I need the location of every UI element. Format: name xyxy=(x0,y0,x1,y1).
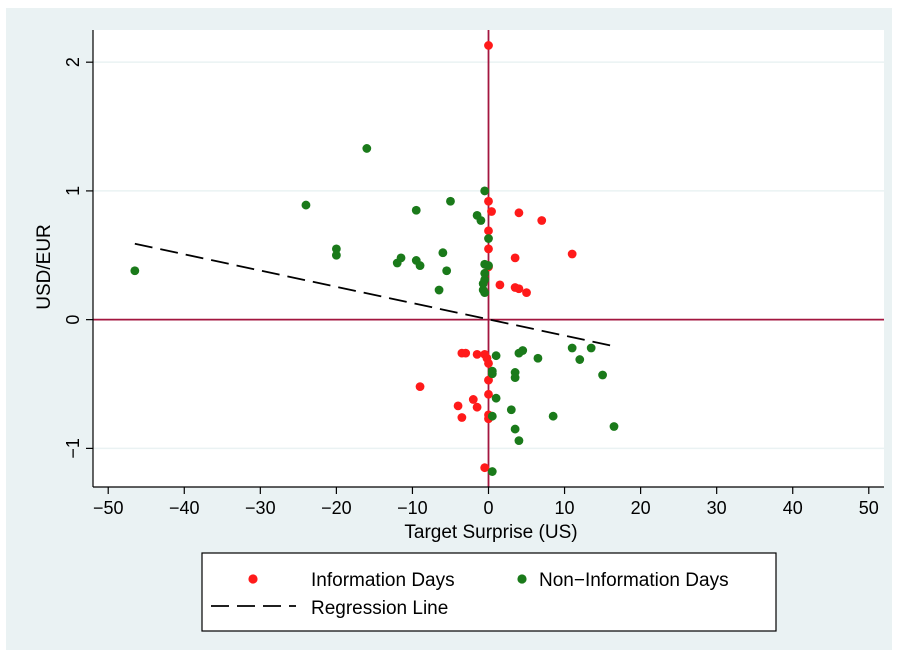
information-day-point-1 xyxy=(484,196,493,206)
information-day-point-7 xyxy=(567,249,577,259)
x-tick-label-2: −30 xyxy=(245,498,276,518)
non-information-day-point-24 xyxy=(478,285,488,295)
legend-box xyxy=(201,552,777,632)
regression-line xyxy=(134,242,611,347)
information-day-point-25 xyxy=(472,402,482,412)
legend-non-information-days-marker xyxy=(517,574,527,584)
information-day-point-20 xyxy=(484,375,493,385)
non-information-day-point-37 xyxy=(491,393,501,403)
non-information-day-point-31 xyxy=(575,355,585,364)
non-information-day-point-42 xyxy=(609,422,619,431)
y-tick-label-1: 0 xyxy=(63,315,83,325)
non-information-day-point-21 xyxy=(478,279,488,289)
information-day-point-27 xyxy=(457,413,467,422)
non-information-day-point-30 xyxy=(533,353,543,363)
information-day-point-10 xyxy=(495,280,505,290)
legend-regression-line-label: Regression Line xyxy=(311,598,448,619)
y-tick-label-0: −1 xyxy=(63,438,83,459)
x-axis-label: Target Surprise (US) xyxy=(404,522,577,543)
y-axis-label: USD/EUR xyxy=(34,224,55,310)
legend-information-days-marker xyxy=(248,574,258,584)
x-tick-label-6: 10 xyxy=(555,498,575,518)
non-information-day-point-36 xyxy=(487,369,497,379)
regression-line-layer xyxy=(134,242,611,347)
non-information-day-point-0 xyxy=(362,144,372,153)
x-tick-label-5: 0 xyxy=(483,498,493,518)
non-information-day-point-3 xyxy=(446,196,455,206)
non-information-day-point-35 xyxy=(510,373,520,382)
legend: Information Days Non−Information Days Re… xyxy=(201,552,777,632)
non-information-day-point-28 xyxy=(514,348,524,358)
non-information-day-point-9 xyxy=(438,248,448,258)
x-tick-label-9: 40 xyxy=(783,498,803,518)
information-day-point-29 xyxy=(480,463,490,473)
non-information-day-point-7 xyxy=(484,234,493,243)
non-information-day-point-40 xyxy=(487,411,497,421)
non-information-day-point-17 xyxy=(480,268,490,278)
x-tick-label-8: 30 xyxy=(707,498,727,518)
non-information-day-point-19 xyxy=(130,266,140,276)
non-information-day-point-29 xyxy=(491,351,501,361)
y-tick-label-3: 2 xyxy=(63,57,83,67)
non-information-day-point-16 xyxy=(484,261,493,270)
information-day-point-23 xyxy=(468,395,478,404)
non-information-day-point-10 xyxy=(331,250,341,260)
non-information-day-point-41 xyxy=(510,424,520,434)
information-day-point-2 xyxy=(487,207,496,216)
non-information-day-point-38 xyxy=(506,405,516,415)
information-day-point-15 xyxy=(461,348,471,358)
y-tick-label-2: 1 xyxy=(63,186,83,196)
non-information-day-point-4 xyxy=(411,205,421,215)
information-day-point-24 xyxy=(453,401,463,411)
legend-non-information-days-label: Non−Information Days xyxy=(539,570,729,591)
legend-information-days-label: Information Days xyxy=(311,570,455,591)
information-day-point-13 xyxy=(522,288,531,298)
information-day-point-3 xyxy=(514,208,524,218)
non-information-day-point-8 xyxy=(331,244,341,254)
non-information-day-point-34 xyxy=(598,370,607,380)
non-information-day-point-43 xyxy=(514,436,524,446)
information-day-point-6 xyxy=(484,244,493,254)
non-information-day-point-44 xyxy=(487,467,497,476)
x-tick-label-7: 20 xyxy=(631,498,651,518)
information-day-point-21 xyxy=(415,382,425,391)
non-information-day-point-25 xyxy=(586,343,596,353)
information-day-point-5 xyxy=(484,226,493,236)
x-tick-label-10: 50 xyxy=(859,498,879,518)
non-information-day-point-2 xyxy=(301,200,311,210)
information-day-point-0 xyxy=(484,41,493,50)
non-information-day-point-22 xyxy=(434,285,444,295)
information-day-point-16 xyxy=(472,350,482,359)
x-tick-label-0: −50 xyxy=(93,498,124,518)
non-information-day-point-26 xyxy=(567,343,577,353)
non-information-day-point-18 xyxy=(442,266,452,276)
x-tick-label-3: −20 xyxy=(321,498,352,518)
non-information-day-point-14 xyxy=(415,261,425,270)
information-day-point-19 xyxy=(484,359,493,368)
information-day-point-22 xyxy=(484,389,493,399)
x-tick-label-4: −10 xyxy=(397,498,428,518)
x-tick-label-1: −40 xyxy=(169,498,200,518)
non-information-day-point-6 xyxy=(476,216,486,225)
information-day-point-4 xyxy=(537,216,547,225)
non-information-day-point-39 xyxy=(548,411,558,421)
non-information-day-point-12 xyxy=(392,258,402,268)
non-information-day-point-1 xyxy=(480,186,490,196)
information-day-point-12 xyxy=(514,284,524,294)
data-points xyxy=(130,41,619,476)
information-day-point-8 xyxy=(510,253,520,263)
